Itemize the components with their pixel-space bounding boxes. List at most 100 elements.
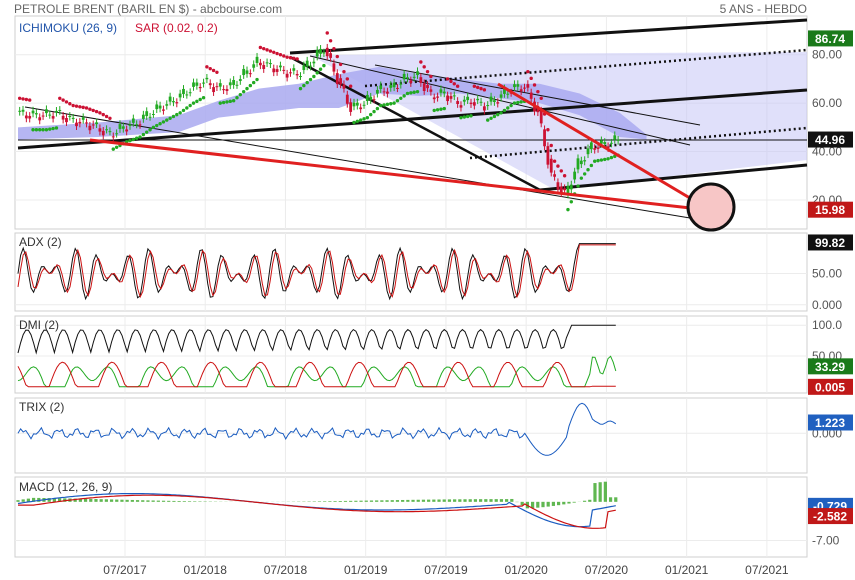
macd-histogram-bar bbox=[323, 501, 327, 502]
sar-dot bbox=[439, 107, 443, 111]
price-candle bbox=[526, 84, 530, 88]
sar-dot bbox=[569, 200, 574, 204]
price-candle bbox=[101, 130, 105, 136]
sar-dot bbox=[128, 138, 132, 143]
sar-dot bbox=[28, 98, 32, 102]
price-candle bbox=[322, 52, 326, 54]
sar-dot bbox=[211, 68, 216, 73]
price-candle bbox=[45, 109, 48, 114]
macd-histogram-bar bbox=[141, 500, 145, 502]
price-candle bbox=[88, 125, 92, 131]
price-candle bbox=[299, 76, 302, 78]
projection-arrow-short bbox=[497, 82, 706, 209]
sar-dot bbox=[31, 128, 35, 132]
price-candle bbox=[429, 89, 433, 92]
price-candle bbox=[352, 102, 356, 107]
macd-histogram-bar bbox=[317, 501, 322, 502]
sar-dot bbox=[352, 120, 356, 125]
price-candle bbox=[596, 147, 600, 149]
price-candle bbox=[523, 87, 526, 89]
macd-histogram-bar bbox=[437, 499, 441, 502]
sar-dot bbox=[68, 102, 72, 106]
sar-dot bbox=[17, 96, 22, 100]
value-tag-label: 99.82 bbox=[815, 236, 845, 250]
macd-histogram-bar bbox=[130, 499, 134, 502]
sar-dot bbox=[101, 112, 105, 117]
price-candle bbox=[486, 105, 490, 107]
price-candle bbox=[222, 89, 226, 91]
macd-histogram-bar bbox=[333, 501, 337, 502]
price-candle bbox=[105, 129, 108, 131]
x-tick-label: 01/2018 bbox=[184, 563, 228, 577]
macd-histogram-bar bbox=[16, 500, 20, 502]
price-candle bbox=[155, 104, 159, 110]
sar-dot bbox=[335, 54, 339, 59]
price-candle bbox=[111, 136, 115, 138]
price-candle bbox=[302, 65, 306, 71]
sar-dot bbox=[472, 84, 477, 88]
value-tag-trix: 1.223 bbox=[808, 414, 853, 431]
trendline-thin-1 bbox=[24, 106, 691, 219]
price-candle bbox=[519, 89, 523, 92]
sar-dot bbox=[161, 120, 166, 124]
sar-dot bbox=[108, 116, 112, 120]
price-candle bbox=[125, 129, 129, 132]
price-candle bbox=[345, 94, 349, 104]
macd-histogram-bar bbox=[593, 483, 597, 502]
sar-dot bbox=[586, 167, 590, 172]
value-tag-dmi: 0.005 bbox=[808, 378, 853, 395]
value-tag-dmi: 33.29 bbox=[808, 358, 853, 375]
price-candle bbox=[195, 82, 199, 86]
price-candle bbox=[549, 158, 553, 173]
trendline-thin-2 bbox=[309, 55, 691, 146]
macd-histogram-bar bbox=[479, 499, 483, 502]
sar-dot bbox=[419, 60, 423, 64]
sar-dot bbox=[245, 86, 249, 91]
trendline-dotted bbox=[364, 48, 808, 88]
price-candle bbox=[402, 73, 406, 80]
x-tick-label: 01/2020 bbox=[504, 563, 548, 577]
sar-dot bbox=[34, 128, 39, 132]
price-candle bbox=[382, 91, 386, 93]
panel-title-trix: TRIX (2) bbox=[19, 400, 64, 414]
sar-dot bbox=[422, 65, 426, 69]
price-candle bbox=[499, 94, 503, 98]
sar-dot bbox=[285, 55, 289, 59]
sar-dot bbox=[338, 62, 343, 67]
price-candle bbox=[606, 146, 610, 149]
price-candle bbox=[202, 82, 205, 84]
sar-dot bbox=[221, 100, 226, 105]
macd-histogram-bar bbox=[115, 499, 119, 502]
sar-dot bbox=[365, 115, 370, 120]
price-candle bbox=[335, 73, 339, 85]
value-tag-label: -2.582 bbox=[813, 510, 847, 524]
price-candle bbox=[613, 135, 617, 140]
price-candle bbox=[208, 83, 212, 86]
price-candle bbox=[553, 174, 556, 177]
ytick-label-adx: 50.00 bbox=[812, 267, 842, 281]
price-candle bbox=[55, 110, 58, 113]
sar-dot bbox=[402, 94, 406, 98]
sar-dot bbox=[512, 101, 517, 105]
price-candle bbox=[472, 102, 476, 106]
macd-histogram-bar bbox=[359, 500, 363, 502]
price-candle bbox=[589, 142, 593, 150]
sar-dot bbox=[71, 103, 75, 108]
projection-arrow-long bbox=[89, 138, 709, 212]
price-candle bbox=[342, 84, 346, 89]
macd-histogram-bar bbox=[614, 497, 618, 502]
price-candle bbox=[212, 87, 215, 93]
macd-histogram-bar bbox=[489, 499, 493, 502]
sar-dot bbox=[148, 128, 152, 132]
sar-dot bbox=[442, 106, 446, 111]
macd-histogram-bar bbox=[89, 498, 93, 502]
price-candle bbox=[242, 68, 246, 76]
sar-dot bbox=[516, 100, 520, 105]
ytick-label-price: 40.00 bbox=[812, 145, 842, 159]
sar-dot bbox=[198, 97, 202, 102]
price-candle bbox=[462, 99, 466, 102]
price-candle bbox=[272, 68, 276, 73]
value-tag-price: 86.74 bbox=[808, 30, 853, 47]
price-candle bbox=[28, 115, 32, 119]
price-candle bbox=[215, 86, 219, 88]
